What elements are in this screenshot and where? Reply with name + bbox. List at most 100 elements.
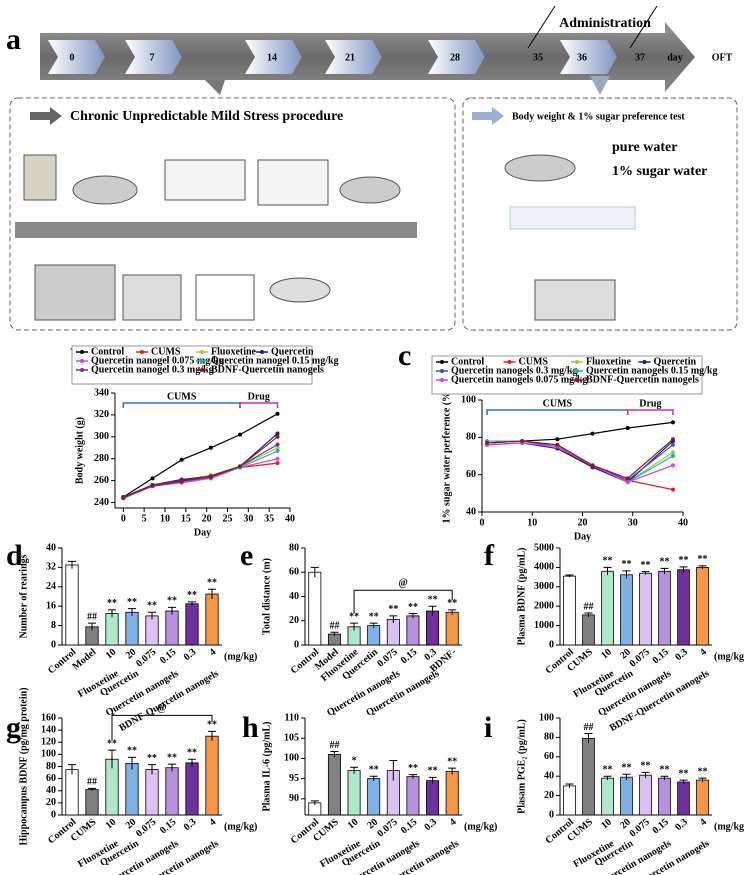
y-tick-label: 90 bbox=[289, 793, 299, 804]
significance-label: ** bbox=[603, 764, 613, 775]
error-bar bbox=[88, 787, 96, 791]
significance-label: ** bbox=[660, 764, 670, 775]
legend-marker bbox=[642, 360, 647, 364]
x-tick-label: 4 bbox=[208, 817, 219, 829]
bar bbox=[406, 776, 420, 816]
day-unit: day bbox=[667, 52, 683, 63]
point bbox=[179, 457, 184, 462]
point bbox=[625, 476, 630, 481]
bar bbox=[125, 763, 139, 816]
point bbox=[670, 420, 675, 425]
y-tick-label: 100 bbox=[461, 394, 476, 405]
y-axis-label: Plasma BDNF (pg/mL) bbox=[516, 548, 527, 646]
x-tick-label: 0.075 bbox=[375, 817, 399, 840]
error-bar bbox=[408, 612, 417, 619]
series-line bbox=[123, 436, 278, 498]
bar bbox=[639, 572, 652, 646]
error-bar bbox=[622, 773, 631, 781]
test-title: Body weight & 1% sugar preference test bbox=[512, 111, 685, 122]
x-tick-label: 0.075 bbox=[628, 647, 652, 670]
point bbox=[275, 431, 280, 436]
error-bar bbox=[208, 730, 216, 742]
legend-marker bbox=[260, 350, 264, 354]
error-bar bbox=[584, 733, 593, 744]
point bbox=[520, 439, 525, 444]
bar bbox=[658, 777, 671, 816]
y-tick-label: 0 bbox=[549, 639, 554, 650]
x-tick-label: 20 bbox=[202, 513, 212, 524]
legend-marker bbox=[200, 359, 204, 363]
y-tick-label: 100 bbox=[284, 753, 299, 764]
day-label: 37 bbox=[635, 52, 645, 63]
bar bbox=[426, 780, 440, 816]
significance-label: ** bbox=[660, 557, 670, 568]
y-tick-label: 1000 bbox=[534, 620, 554, 631]
x-tick-label: 0.15 bbox=[158, 817, 178, 837]
comparison-label: @ bbox=[157, 703, 166, 714]
x-tick-label: 0 bbox=[480, 517, 485, 528]
comparison-label: @ bbox=[398, 577, 407, 588]
error-bar bbox=[565, 574, 574, 578]
x-tick-label: 15 bbox=[181, 513, 191, 524]
significance-label: ## bbox=[329, 621, 339, 632]
y-tick-label: 140 bbox=[41, 724, 56, 735]
error-bar bbox=[603, 775, 612, 781]
x-tick-label: 10 bbox=[599, 647, 614, 662]
significance-label: ** bbox=[147, 601, 157, 612]
bar bbox=[696, 567, 709, 646]
series-line bbox=[123, 443, 278, 499]
legend-marker bbox=[507, 360, 512, 364]
point bbox=[179, 478, 184, 483]
error-bar bbox=[369, 775, 378, 782]
x-tick-label: 0.075 bbox=[134, 817, 158, 840]
error-bar bbox=[622, 570, 631, 579]
legend-marker bbox=[440, 378, 444, 382]
significance-label: ** bbox=[428, 594, 438, 605]
bar bbox=[367, 625, 381, 646]
bar bbox=[65, 564, 79, 646]
point bbox=[150, 476, 155, 481]
point bbox=[590, 431, 595, 436]
legend-marker bbox=[440, 369, 444, 373]
day-label: 35 bbox=[533, 52, 543, 63]
unit-label: (mg/kg) bbox=[224, 821, 257, 832]
significance-label: ** bbox=[447, 598, 457, 609]
pointer bbox=[205, 80, 225, 95]
y-tick-label: 40 bbox=[46, 785, 56, 796]
error-bar bbox=[128, 608, 136, 616]
point bbox=[121, 495, 126, 500]
period-bracket bbox=[122, 402, 241, 408]
x-tick-label: 30 bbox=[628, 517, 638, 528]
significance-label: ** bbox=[408, 763, 418, 774]
pure-water-label: pure water bbox=[612, 140, 677, 155]
y-tick-label: 3000 bbox=[534, 581, 554, 592]
point bbox=[670, 437, 675, 442]
y-tick-label: 0 bbox=[51, 639, 56, 650]
y-tick-label: 120 bbox=[41, 737, 56, 748]
bar bbox=[105, 613, 119, 646]
panel-label: i bbox=[484, 711, 492, 744]
error-bar bbox=[188, 758, 196, 767]
significance-label: ** bbox=[207, 720, 217, 731]
y-tick-label: 4000 bbox=[534, 562, 554, 573]
bar bbox=[582, 737, 595, 816]
period-label: Drug bbox=[639, 398, 661, 409]
series-line bbox=[486, 438, 674, 480]
panel-label: e bbox=[240, 539, 253, 572]
legend-marker bbox=[575, 378, 579, 382]
point bbox=[625, 426, 630, 430]
bar bbox=[445, 770, 459, 816]
y-tick-label: 100 bbox=[41, 749, 56, 760]
significance-label: ## bbox=[584, 722, 594, 733]
x-tick-label: 10 bbox=[160, 513, 170, 524]
error-bar bbox=[148, 764, 156, 775]
error-bar bbox=[428, 605, 437, 616]
bar bbox=[563, 575, 576, 646]
cums-box bbox=[9, 97, 456, 331]
legend-label: Quercetin nanogel 0.15 mg/kg bbox=[211, 355, 339, 366]
legend-marker bbox=[575, 360, 579, 364]
y-tick-label: 100 bbox=[539, 712, 554, 723]
significance-label: ** bbox=[127, 597, 137, 608]
legend-label: Quercetin nanogels 0.075 mg/kg bbox=[451, 374, 587, 385]
bar bbox=[85, 789, 99, 816]
